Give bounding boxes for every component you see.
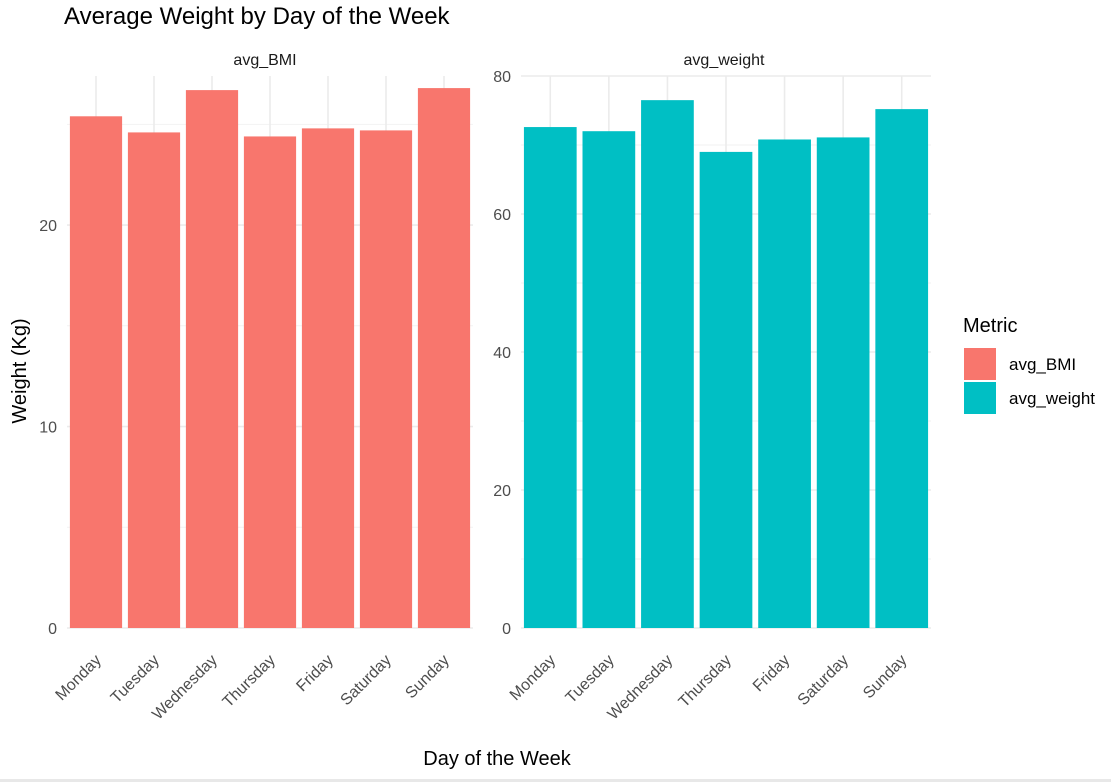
bar-avg_BMI-saturday	[359, 130, 413, 628]
y-tick-label: 0	[48, 621, 57, 638]
x-axis-label: Day of the Week	[423, 748, 571, 770]
bar-avg_weight-sunday	[875, 109, 929, 629]
bottom-border	[0, 779, 1111, 782]
y-tick-label: 80	[493, 69, 511, 86]
bar-avg_weight-friday	[758, 139, 811, 629]
y-tick-label: 10	[39, 420, 57, 437]
y-tick-label: 0	[502, 621, 511, 638]
x-tick-label: Monday	[507, 652, 559, 704]
y-tick-label: 20	[39, 218, 57, 235]
x-tick-label: Friday	[293, 652, 336, 695]
bar-avg_weight-monday	[523, 127, 577, 628]
x-tick-label: Monday	[53, 652, 105, 704]
bar-avg_weight-thursday	[699, 151, 753, 628]
x-tick-label: Sunday	[860, 652, 910, 702]
legend-key-avg_BMI	[964, 348, 996, 380]
x-tick-label: Saturday	[795, 652, 852, 709]
bar-avg_BMI-sunday	[417, 88, 471, 629]
legend-label: avg_BMI	[1009, 355, 1076, 374]
y-tick-label: 40	[493, 345, 511, 362]
bar-avg_weight-saturday	[816, 137, 870, 628]
legend-label: avg_weight	[1009, 389, 1095, 408]
bar-avg_BMI-wednesday	[185, 90, 239, 629]
x-tick-label: Tuesday	[108, 652, 163, 707]
bar-avg_BMI-friday	[301, 128, 355, 628]
x-tick-label: Tuesday	[563, 652, 618, 707]
facet-strip-label: avg_BMI	[233, 52, 296, 69]
y-tick-label: 20	[493, 483, 511, 500]
chart-title: Average Weight by Day of the Week	[64, 3, 451, 30]
bar-avg_weight-tuesday	[582, 131, 636, 628]
legend-title: Metric	[963, 315, 1017, 337]
x-tick-label: Friday	[750, 652, 793, 695]
x-tick-label: Thursday	[676, 652, 735, 711]
bar-avg_weight-wednesday	[641, 100, 694, 628]
x-tick-label: Sunday	[402, 652, 452, 702]
legend-key-avg_weight	[964, 382, 996, 414]
y-tick-label: 60	[493, 207, 511, 224]
legend: Metric avg_BMI avg_weight	[963, 315, 1095, 414]
bar-avg_BMI-thursday	[243, 136, 297, 628]
x-tick-label: Saturday	[338, 652, 395, 709]
bar-avg_BMI-tuesday	[127, 132, 181, 628]
legend-items: avg_BMI avg_weight	[964, 348, 1095, 414]
y-axis-label: Weight (Kg)	[9, 318, 31, 423]
facet-strip-label: avg_weight	[684, 52, 766, 69]
bar-avg_BMI-monday	[69, 116, 123, 629]
x-tick-label: Thursday	[220, 652, 279, 711]
